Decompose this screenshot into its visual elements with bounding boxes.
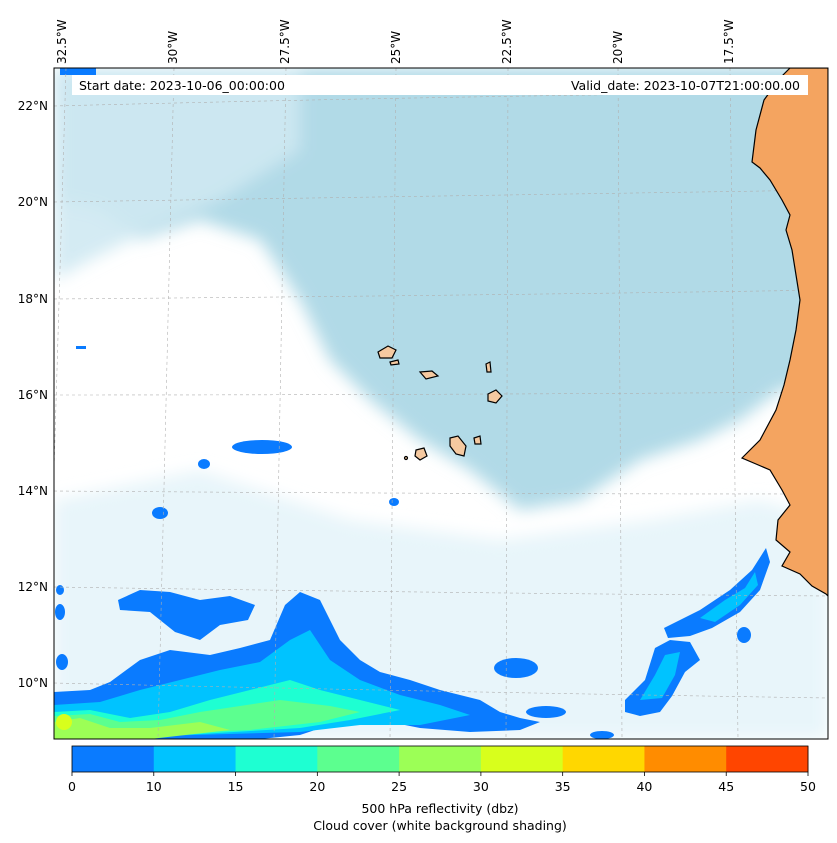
colorbar-segment bbox=[317, 746, 400, 772]
island bbox=[414, 447, 428, 461]
island bbox=[389, 359, 400, 366]
lon-label: 27.5°W bbox=[278, 19, 292, 64]
island bbox=[418, 370, 440, 380]
colorbar-segment bbox=[726, 746, 809, 772]
island bbox=[403, 455, 409, 461]
reflectivity-peak bbox=[56, 714, 72, 730]
africa-coastline bbox=[740, 68, 828, 597]
island bbox=[487, 389, 503, 404]
reflectivity-cell-small bbox=[55, 604, 65, 620]
reflectivity-cell-east-core bbox=[700, 572, 758, 622]
cloud-cover-layer bbox=[54, 68, 828, 739]
lon-label: 17.5°W bbox=[722, 19, 736, 64]
colorbar-tick-label: 45 bbox=[718, 779, 734, 794]
lat-label: 18°N bbox=[18, 292, 48, 306]
cloud-mass-northwest bbox=[54, 68, 300, 280]
island bbox=[377, 345, 397, 359]
reflectivity-cell-small bbox=[60, 68, 96, 75]
map-panel bbox=[54, 68, 828, 739]
colorbar-tick-label: 35 bbox=[555, 779, 571, 794]
reflectivity-cell-small bbox=[152, 507, 168, 519]
island bbox=[473, 435, 482, 445]
start-date-label: Start date: 2023-10-06_00:00:00 bbox=[79, 78, 285, 93]
colorbar-segment bbox=[235, 746, 318, 772]
colorbar-tick-label: 30 bbox=[473, 779, 489, 794]
colorbar-segment bbox=[644, 746, 727, 772]
colorbar-label-cloud: Cloud cover (white background shading) bbox=[313, 818, 567, 833]
longitude-labels: 32.5°W 30°W 27.5°W 25°W 22.5°W 20°W 17.5… bbox=[55, 19, 736, 64]
colorbar-segment bbox=[399, 746, 482, 772]
reflectivity-cell-small bbox=[56, 654, 68, 670]
colorbar-segment bbox=[72, 746, 155, 772]
colorbar-frame bbox=[71, 745, 809, 773]
lat-label: 22°N bbox=[18, 99, 48, 113]
reflectivity-cell-small bbox=[590, 731, 614, 739]
colorbar-tick-label: 20 bbox=[309, 779, 325, 794]
colorbar-tick-label: 0 bbox=[68, 779, 76, 794]
lat-label: 12°N bbox=[18, 580, 48, 594]
reflectivity-cell-small bbox=[494, 658, 538, 678]
cape-verde-islands bbox=[377, 345, 503, 461]
reflectivity-cell-small bbox=[198, 459, 210, 469]
reflectivity-cell-small bbox=[737, 627, 751, 643]
colorbar-segment bbox=[153, 746, 237, 772]
colorbar-segment bbox=[480, 746, 564, 772]
reflectivity-layer bbox=[54, 68, 770, 739]
lat-label: 14°N bbox=[18, 484, 48, 498]
colorbar-tick-label: 15 bbox=[228, 779, 244, 794]
reflectivity-cell-small bbox=[56, 585, 64, 595]
lat-label: 20°N bbox=[18, 195, 48, 209]
colorbar-tick-label: 10 bbox=[146, 779, 162, 794]
reflectivity-cell-southeast-core bbox=[640, 652, 680, 700]
reflectivity-cell-small bbox=[76, 346, 86, 349]
lon-label: 30°W bbox=[166, 31, 180, 64]
lat-label: 16°N bbox=[18, 388, 48, 402]
island bbox=[449, 435, 467, 457]
lon-label: 25°W bbox=[389, 31, 403, 64]
lat-label: 10°N bbox=[18, 676, 48, 690]
colorbar-tick-label: 40 bbox=[636, 779, 652, 794]
colorbar-segments bbox=[72, 746, 809, 772]
colorbar: 0 10 15 20 25 30 35 40 45 50 500 hPa reflectivity… bbox=[68, 745, 816, 833]
colorbar-segment bbox=[562, 746, 645, 772]
reflectivity-cell-small bbox=[232, 440, 292, 454]
latitude-labels: 22°N 20°N 18°N 16°N 14°N 12°N 10°N bbox=[18, 99, 48, 690]
lon-label: 20°W bbox=[611, 31, 625, 64]
graticule bbox=[54, 68, 828, 739]
lon-label: 22.5°W bbox=[500, 19, 514, 64]
lon-label: 32.5°W bbox=[55, 19, 69, 64]
reflectivity-cell-small bbox=[526, 706, 566, 718]
map-frame bbox=[53, 67, 829, 740]
reflectivity-cell-small bbox=[389, 498, 399, 506]
valid-date-label: Valid_date: 2023-10-07T21:00:00.00 bbox=[571, 78, 800, 93]
island bbox=[485, 361, 492, 373]
header-box bbox=[72, 75, 808, 95]
colorbar-tick-label: 25 bbox=[391, 779, 407, 794]
reflectivity-core-30 bbox=[54, 718, 230, 739]
colorbar-tick-label: 50 bbox=[800, 779, 816, 794]
reflectivity-cell-east bbox=[664, 548, 770, 638]
colorbar-label-reflectivity: 500 hPa reflectivity (dbz) bbox=[361, 801, 518, 816]
reflectivity-cell-west2 bbox=[118, 590, 255, 640]
colorbar-ticks: 0 10 15 20 25 30 35 40 45 50 bbox=[68, 772, 816, 794]
